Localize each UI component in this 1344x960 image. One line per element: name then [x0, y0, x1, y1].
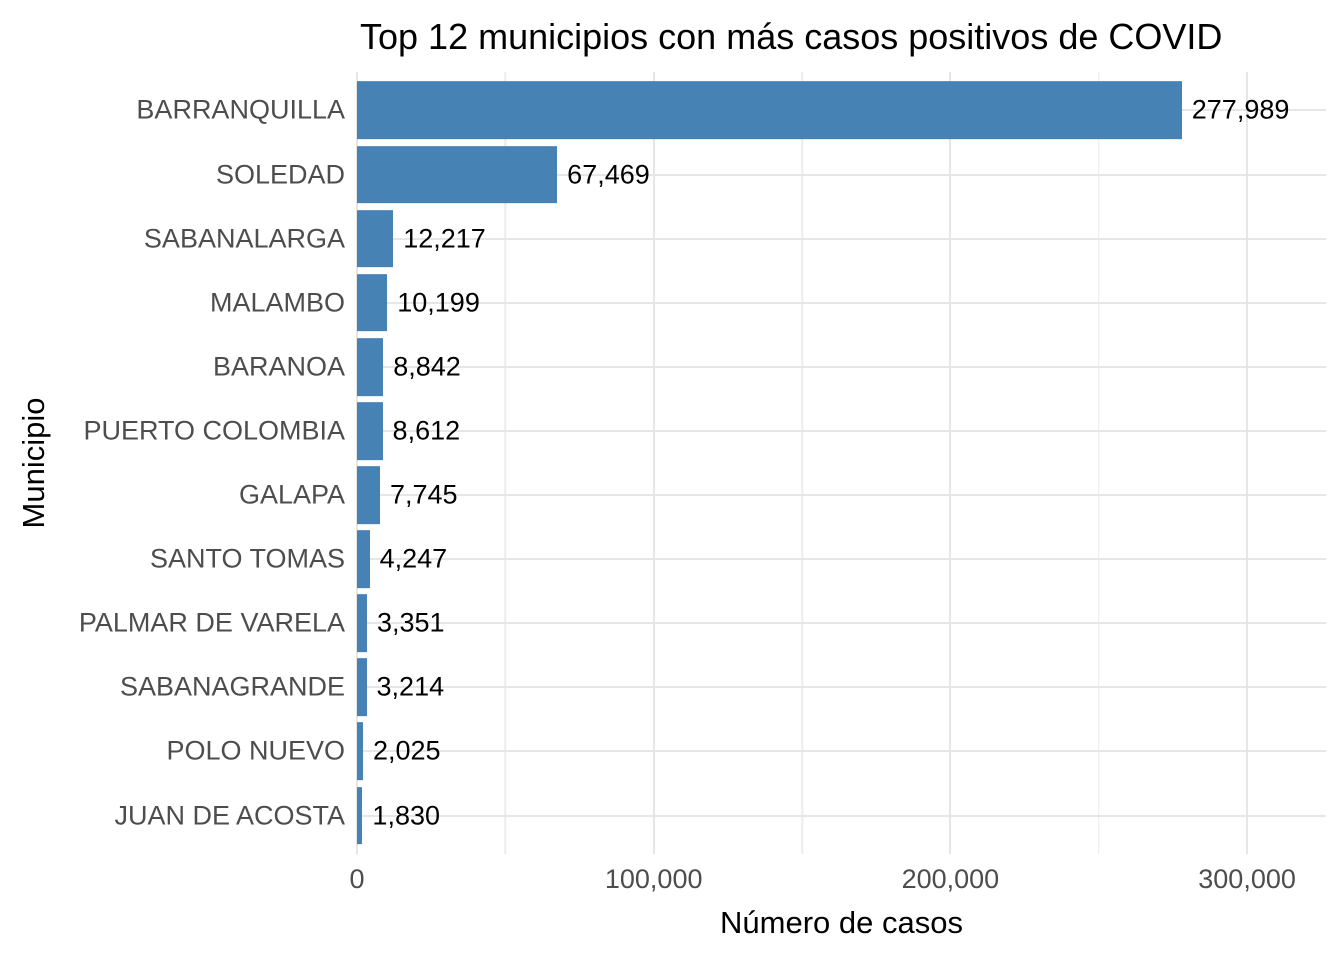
bar	[357, 786, 363, 845]
y-tick-label: JUAN DE ACOSTA	[114, 800, 345, 831]
bar	[357, 658, 367, 717]
plot-panel: 277,989 67,469 12,217 10,199 8,842 8,612 7,745…	[356, 72, 1326, 854]
bar	[357, 594, 367, 653]
category-gridline	[357, 814, 1326, 817]
y-tick-label: SABANALARGA	[143, 223, 345, 254]
y-axis-labels: BARRANQUILLA SOLEDAD SABANALARGA MALAMBO BAR…	[0, 72, 345, 854]
bar-row: 3,351	[357, 591, 1326, 655]
bar-row: 2,025	[357, 719, 1326, 783]
bar	[357, 466, 380, 524]
bar	[357, 209, 394, 268]
bar-row: 8,842	[357, 335, 1326, 399]
bar-row: 277,989	[357, 78, 1326, 142]
category-gridline	[357, 750, 1326, 753]
x-tick-label: 300,000	[1198, 864, 1296, 894]
bar-row: 3,214	[357, 655, 1326, 719]
category-gridline	[357, 622, 1326, 625]
bar	[357, 402, 383, 460]
category-gridline	[357, 173, 1326, 176]
y-tick-label: SANTO TOMAS	[149, 543, 345, 574]
category-gridline	[357, 429, 1326, 432]
x-axis-title: Número de casos	[720, 905, 963, 940]
minor-gridline	[801, 72, 803, 854]
bar-value-label: 4,247	[379, 543, 448, 574]
bar-value-label: 3,351	[376, 607, 445, 638]
bar	[357, 273, 388, 332]
y-tick-label: PUERTO COLOMBIA	[83, 415, 345, 446]
category-gridline	[357, 494, 1326, 497]
y-tick-label: POLO NUEVO	[166, 735, 345, 766]
category-gridline	[357, 301, 1326, 304]
bar-row: 1,830	[357, 783, 1326, 847]
bar	[357, 81, 1182, 140]
bar-value-label: 7,745	[389, 479, 458, 510]
major-gridline	[652, 72, 655, 854]
bar-value-label: 277,989	[1191, 94, 1290, 125]
bar-value-label: 10,199	[397, 287, 480, 318]
y-tick-label: MALAMBO	[209, 287, 345, 318]
bar-row: 4,247	[357, 527, 1326, 591]
bar	[357, 145, 558, 204]
bar-value-label: 8,612	[392, 415, 461, 446]
y-tick-label: BARRANQUILLA	[136, 94, 345, 125]
bar-value-label: 3,214	[376, 671, 445, 702]
bar-row: 10,199	[357, 271, 1326, 335]
bar-row: 7,745	[357, 463, 1326, 527]
minor-gridline	[1097, 72, 1100, 854]
x-tick-label: 100,000	[604, 864, 703, 894]
bar-value-label: 8,842	[393, 351, 461, 382]
major-gridline	[356, 72, 358, 854]
category-gridline	[357, 558, 1326, 561]
major-gridline	[949, 72, 952, 854]
bar-row: 67,469	[357, 143, 1326, 207]
bar-row: 12,217	[357, 207, 1326, 271]
bar-value-label: 67,469	[567, 159, 650, 190]
minor-gridline	[504, 72, 507, 854]
bar	[357, 338, 384, 396]
category-gridline	[357, 237, 1326, 240]
y-tick-label: GALAPA	[238, 479, 345, 510]
category-gridline	[357, 365, 1326, 368]
x-axis-labels: 0 100,000 200,000 300,000	[349, 864, 1326, 896]
category-gridline	[357, 686, 1326, 689]
x-tick-label: 0	[349, 864, 365, 894]
y-tick-label: SOLEDAD	[215, 159, 345, 190]
y-tick-label: BARANOA	[212, 351, 345, 382]
bar-value-label: 1,830	[372, 800, 440, 831]
x-tick-label: 200,000	[901, 864, 1000, 894]
major-gridline	[1246, 72, 1249, 854]
bar-row: 8,612	[357, 399, 1326, 463]
bar-value-label: 12,217	[403, 223, 486, 254]
y-tick-label: SABANAGRANDE	[119, 671, 345, 702]
bar	[357, 530, 370, 588]
chart-title: Top 12 municipios con más casos positivo…	[360, 16, 1223, 57]
bar	[357, 722, 363, 781]
bar-value-label: 2,025	[373, 735, 441, 766]
y-tick-label: PALMAR DE VARELA	[78, 607, 345, 638]
